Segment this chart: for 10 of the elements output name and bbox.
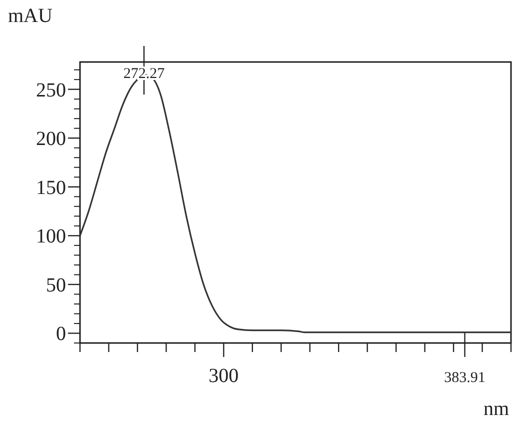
y-tick-label: 0 [56, 323, 66, 346]
y-tick-label: 50 [46, 274, 66, 296]
y-tick-label: 250 [36, 79, 66, 102]
y-tick-label: 100 [36, 226, 66, 248]
y-tick-label: 200 [36, 128, 66, 150]
x-tick-label: 300 [208, 365, 239, 387]
x-axis-title: nm [483, 398, 510, 420]
x-tick-label: 383.91 [444, 370, 486, 386]
y-tick-label: 150 [36, 176, 66, 199]
y-axis-title: mAU [8, 5, 53, 27]
